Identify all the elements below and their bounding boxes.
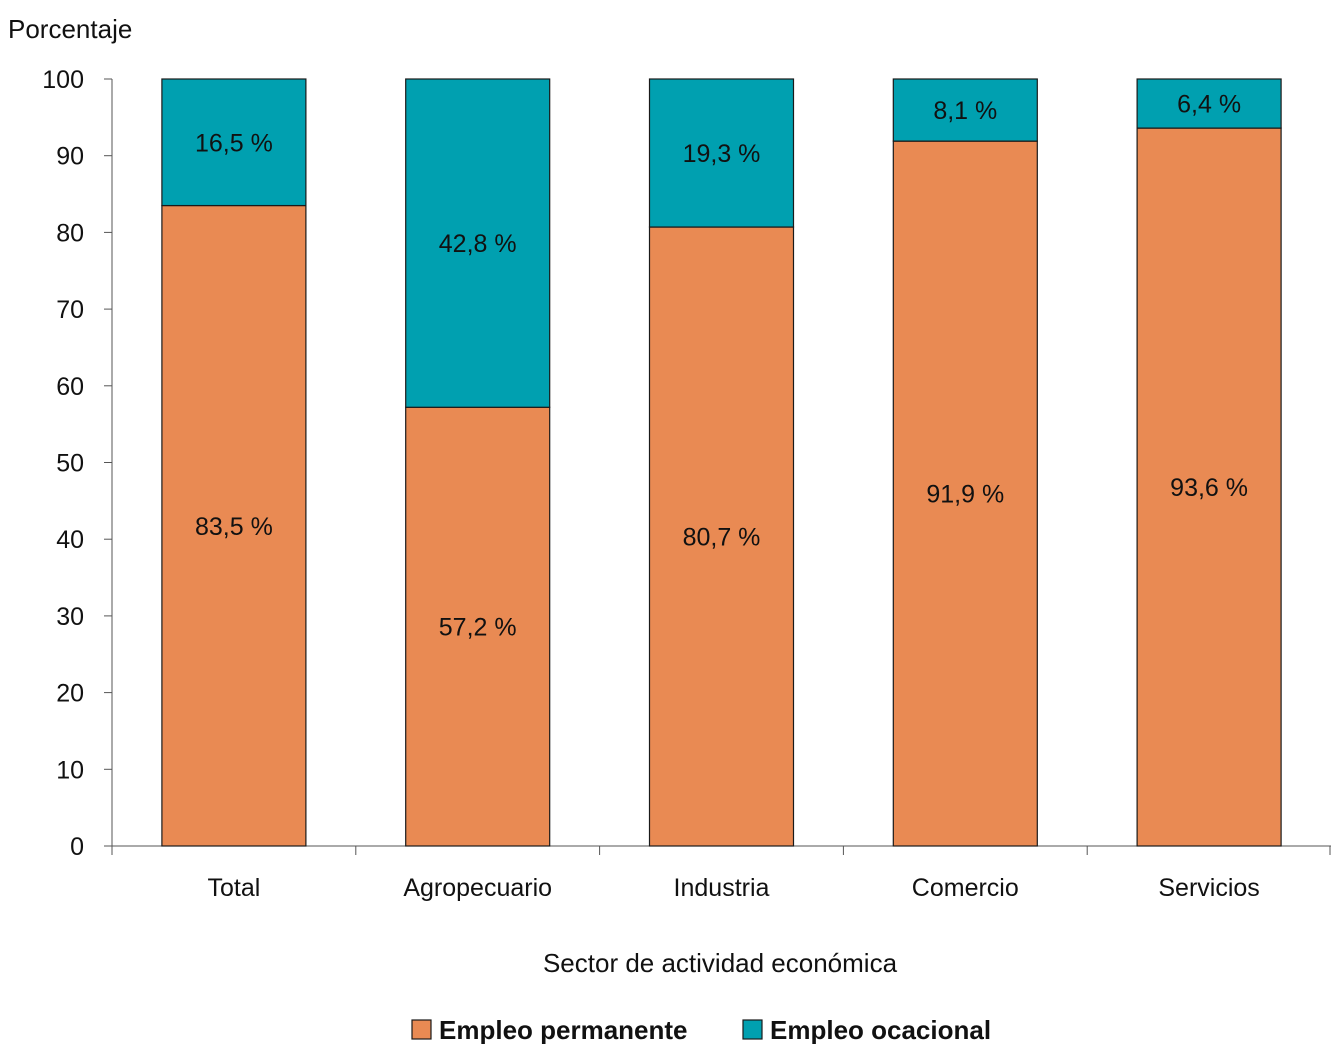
data-label: 83,5 % [195,513,273,541]
bar-value-labels: 83,5 % 16,5 % 57,2 % 42,8 % 80,7 % 19,3 % 91,9… [195,91,1248,642]
data-label: 93,6 % [1170,474,1248,502]
x-axis: Total Agropecuario Industria Comercio Servic… [111,845,1331,902]
data-label: 80,7 % [683,524,761,552]
y-tick-label: 20 [56,680,84,708]
bar-segment [648,226,795,847]
y-tick-label: 90 [56,143,84,171]
x-axis-title: Sector de actividad económica [543,948,898,978]
bar-segment [1136,127,1282,847]
bar-segment [405,406,551,847]
y-tick-label: 40 [56,526,84,554]
x-tick-label: Agropecuario [403,874,552,902]
y-tick-label: 100 [42,66,84,94]
bars [161,78,1282,847]
legend-label: Empleo permanente [439,1015,688,1044]
data-label: 8,1 % [933,97,997,125]
y-tick-label: 0 [70,833,84,861]
y-axis: 0 10 20 30 40 50 60 70 80 90 100 [42,66,113,861]
bar-segment [892,140,1038,847]
data-label: 19,3 % [683,140,761,168]
x-tick-label: Servicios [1158,874,1259,902]
y-axis-title: Porcentaje [8,14,132,44]
y-tick-label: 80 [56,219,84,247]
data-label: 42,8 % [439,230,517,258]
y-tick-label: 50 [56,450,84,478]
legend: Empleo permanente Empleo ocacional [411,1015,991,1044]
y-tick-label: 30 [56,603,84,631]
x-tick-label: Industria [674,874,770,902]
legend-swatch [411,1019,432,1040]
bar-segment [161,78,307,207]
legend-label: Empleo ocacional [770,1015,991,1044]
bar-segment [1136,78,1282,129]
data-label: 57,2 % [439,614,517,642]
bar-segment [648,78,795,228]
legend-swatch [742,1019,763,1040]
y-tick-label: 10 [56,756,84,784]
bar-segment [405,78,551,408]
data-label: 16,5 % [195,129,273,157]
y-tick-label: 60 [56,373,84,401]
x-tick-label: Total [207,874,260,902]
data-label: 91,9 % [926,481,1004,509]
bar-segment [892,78,1038,142]
y-tick-label: 70 [56,296,84,324]
data-label: 6,4 % [1177,91,1241,119]
x-tick-label: Comercio [912,874,1019,902]
